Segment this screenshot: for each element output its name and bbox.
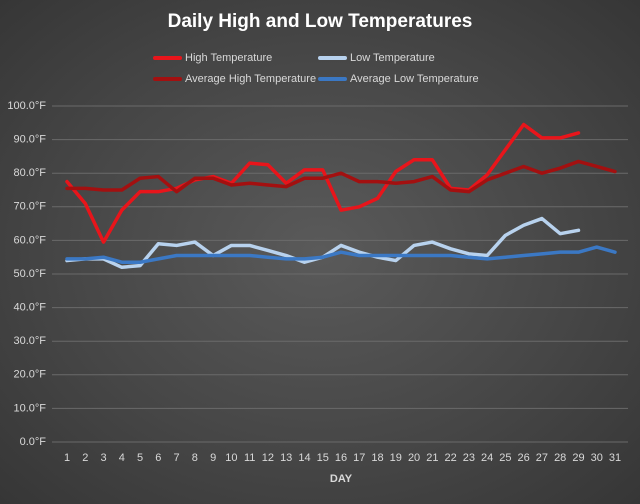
x-tick-label: 16 — [335, 452, 347, 464]
x-tick-label: 20 — [408, 452, 420, 464]
x-tick-label: 18 — [371, 452, 383, 464]
x-tick-label: 27 — [536, 452, 548, 464]
x-tick-label: 19 — [390, 452, 402, 464]
x-axis-label: DAY — [330, 473, 353, 485]
x-tick-label: 23 — [463, 452, 475, 464]
legend-label: High Temperature — [185, 52, 272, 64]
y-tick-label: 100.0°F — [7, 100, 46, 112]
x-tick-label: 13 — [280, 452, 292, 464]
y-tick-label: 40.0°F — [13, 302, 46, 314]
x-tick-label: 22 — [444, 452, 456, 464]
x-tick-label: 28 — [554, 452, 566, 464]
x-tick-label: 17 — [353, 452, 365, 464]
legend-label: Average High Temperature — [185, 73, 316, 85]
x-tick-label: 25 — [499, 452, 511, 464]
x-tick-label: 3 — [100, 452, 106, 464]
x-tick-label: 21 — [426, 452, 438, 464]
x-tick-label: 6 — [155, 452, 161, 464]
x-tick-label: 1 — [64, 452, 70, 464]
x-tick-label: 12 — [262, 452, 274, 464]
series-line — [65, 245, 617, 264]
x-tick-label: 8 — [192, 452, 198, 464]
x-tick-label: 29 — [572, 452, 584, 464]
y-tick-label: 0.0°F — [20, 436, 47, 448]
y-tick-label: 80.0°F — [13, 167, 46, 179]
y-tick-label: 70.0°F — [13, 201, 46, 213]
x-tick-label: 14 — [298, 452, 310, 464]
y-tick-label: 30.0°F — [13, 335, 46, 347]
x-tick-label: 11 — [244, 452, 255, 464]
y-tick-label: 10.0°F — [13, 402, 46, 414]
x-tick-label: 15 — [317, 452, 329, 464]
x-tick-label: 10 — [225, 452, 237, 464]
x-tick-label: 9 — [210, 452, 216, 464]
y-tick-label: 60.0°F — [13, 234, 46, 246]
x-tick-label: 5 — [137, 452, 143, 464]
x-tick-label: 2 — [82, 452, 88, 464]
y-tick-label: 20.0°F — [13, 369, 46, 381]
legend-label: Average Low Temperature — [350, 73, 479, 85]
x-tick-label: 4 — [119, 452, 125, 464]
x-tick-label: 31 — [609, 452, 621, 464]
x-tick-label: 24 — [481, 452, 493, 464]
series-line — [65, 122, 581, 244]
y-tick-label: 90.0°F — [13, 134, 46, 146]
x-tick-label: 26 — [518, 452, 530, 464]
x-tick-label: 30 — [591, 452, 603, 464]
y-tick-label: 50.0°F — [13, 268, 46, 280]
chart-title: Daily High and Low Temperatures — [168, 11, 473, 32]
series-line — [65, 159, 617, 194]
legend-label: Low Temperature — [350, 52, 435, 64]
x-tick-label: 7 — [174, 452, 180, 464]
